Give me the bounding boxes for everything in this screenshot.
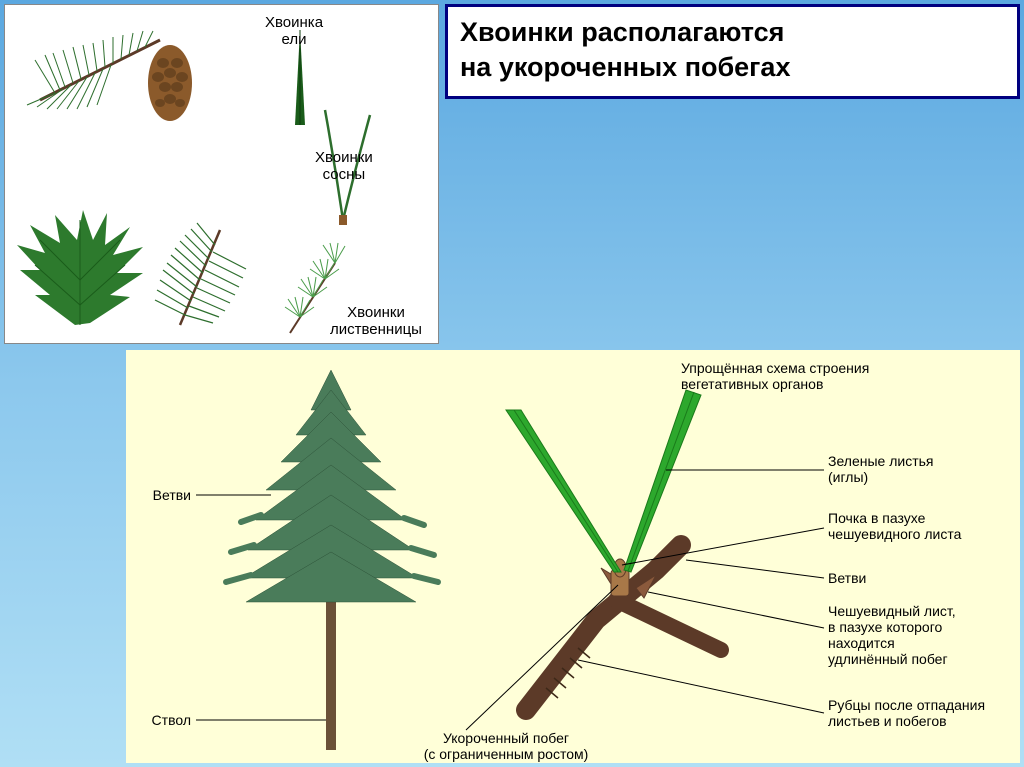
- label-green-leaves: Зеленые листья (иглы): [828, 453, 1013, 485]
- pine-tree-icon: [226, 370, 438, 750]
- label-trunk: Ствол: [136, 712, 191, 728]
- specimens-svg: [5, 5, 440, 345]
- label-scale-leaf: Чешуевидный лист, в пазухе которого нахо…: [828, 603, 1013, 667]
- pine-branch-icon: [155, 223, 246, 325]
- title-text: Хвоинки располагаются на укороченных поб…: [460, 15, 1005, 85]
- label-bud: Почка в пазухе чешуевидного листа: [828, 510, 1013, 542]
- label-branches: Ветви: [136, 487, 191, 503]
- diagram-title: Упрощённая схема строения вегетативных о…: [681, 360, 941, 392]
- cedar-branch-icon: [27, 31, 192, 121]
- label-scars: Рубцы после отпадания листьев и побегов: [828, 697, 1013, 729]
- label-branches2: Ветви: [828, 570, 1013, 586]
- short-shoot-icon: [506, 390, 721, 710]
- label-short-shoot: Укороченный побег (с ограниченным ростом…: [396, 730, 616, 762]
- needles-specimens-panel: Хвоинка ели Хвоинки сосны Хвоинки листве…: [4, 4, 439, 344]
- bottom-diagram-panel: Ветви Ствол Упрощённая схема строения ве…: [126, 350, 1020, 763]
- fir-branch-icon: [17, 210, 143, 325]
- title-line1: Хвоинки располагаются: [460, 17, 784, 47]
- pine-needles-label: Хвоинки сосны: [315, 150, 373, 183]
- larch-needles-label: Хвоинки лиственницы: [330, 305, 422, 338]
- title-box: Хвоинки располагаются на укороченных поб…: [445, 4, 1020, 99]
- spruce-needle-label: Хвоинка ели: [265, 15, 323, 48]
- title-line2: на укороченных побегах: [460, 52, 790, 82]
